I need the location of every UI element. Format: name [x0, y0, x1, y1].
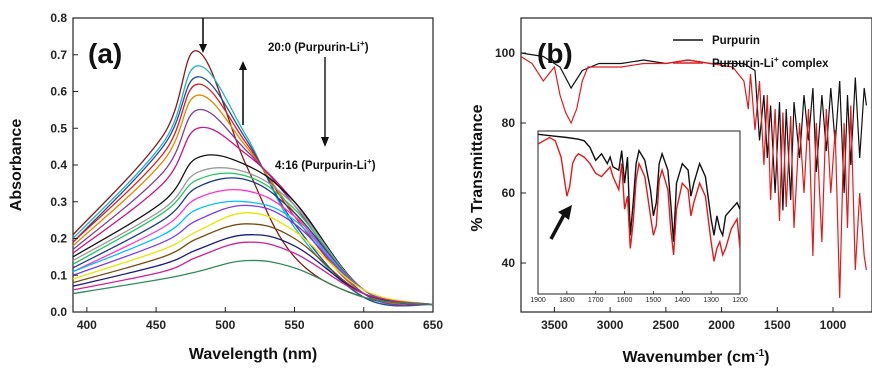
panel-a-annotation-top: 20:0 (Purpurin-Li+): [268, 39, 369, 54]
inset-series-line-purpurin-li-complex: [538, 136, 740, 262]
panel-a-series-line-8: [72, 154, 434, 306]
inset-x-tick-label: 1300: [703, 297, 719, 304]
panel-b-x-tick-label: 1500: [764, 318, 791, 332]
legend-item-purpurin-li-complex: Purpurin-Li+ complex: [673, 55, 829, 70]
panel-a-arrow-down-top: [199, 18, 207, 53]
panel-a-y-tick-label: 0.4: [50, 158, 67, 172]
panel-a-x-tick-label: 450: [146, 318, 166, 332]
panel-a-series-line-13: [72, 200, 434, 306]
panel-b-plot-frame: [520, 17, 872, 313]
inset-frame: [537, 130, 741, 295]
panel-a-x-ticks: 400 450 500 550 600 650: [77, 307, 443, 332]
panel-b-series-line-purpurin-li-complex: [521, 55, 867, 299]
panel-a-y-tick-label: 0.0: [50, 305, 67, 319]
legend-item-purpurin: Purpurin: [673, 35, 760, 47]
panel-a-x-tick-label: 600: [354, 318, 374, 332]
inset-x-tick-label: 1800: [559, 297, 575, 304]
panel-b-x-tick-label: 2000: [708, 318, 735, 332]
panel-a-y-tick-label: 0.6: [50, 85, 67, 99]
panel-a-arrow-down-annot: [321, 57, 329, 147]
panel-a-y-tick-label: 0.2: [50, 232, 67, 246]
panel-a-annotation-bottom: 4:16 (Purpurin-Li+): [275, 157, 376, 172]
panel-a-series-group: [72, 50, 434, 307]
panel-a-series-line-6: [72, 109, 434, 306]
panel-a-x-axis-title: Wavelength (nm): [189, 346, 317, 363]
inset-x-tick-label: 1600: [617, 297, 633, 304]
panel-a-y-ticks: 0.0 0.1 0.2 0.3 0.4 0.5 0.6 0.7 0.8: [50, 11, 78, 319]
panel-a-series-line-17: [72, 234, 434, 306]
inset-x-tick-label: 1900: [530, 297, 546, 304]
inset-x-tick-label: 1500: [646, 297, 662, 304]
panel-b-x-axis-title: Wavenumber (cm-1): [622, 348, 769, 366]
panel-a-absorbance-chart: 400 450 500 550 600 650 0.0 0.1 0.2 0.3 0.4 0.5 0.6…: [8, 11, 443, 363]
panel-a-series-line-18: [72, 241, 434, 306]
panel-b-x-tick-label: 3000: [597, 318, 624, 332]
inset-x-ticks: 1900 1800 1700 1600 1500 1400 1300 1200: [530, 291, 748, 304]
inset-x-tick-label: 1400: [674, 297, 690, 304]
panel-a-x-tick-label: 400: [77, 318, 97, 332]
panel-a-series-line-14: [72, 204, 434, 306]
panel-b-legend: Purpurin Purpurin-Li+ complex: [673, 35, 829, 70]
inset-series-group: [538, 133, 740, 262]
panel-a-y-tick-label: 0.5: [50, 121, 67, 135]
panel-b-x-tick-label: 2500: [653, 318, 680, 332]
panel-b-x-tick-label: 3500: [541, 318, 568, 332]
panel-b-x-tick-label: 1000: [820, 318, 847, 332]
svg-text:Purpurin: Purpurin: [712, 35, 760, 47]
inset-arrow: [549, 205, 572, 240]
panel-a-series-line-15: [72, 212, 434, 306]
panel-a-series-line-1: [72, 50, 434, 306]
panel-a-series-line-3: [72, 76, 434, 307]
panel-a-series-line-2: [72, 65, 434, 307]
inset-series-line-purpurin: [538, 133, 740, 242]
panel-a-series-line-19: [72, 259, 434, 306]
panel-b-y-tick-label: 80: [502, 116, 516, 130]
panel-a-arrow-up: [239, 61, 247, 125]
panel-b-y-tick-label: 60: [502, 186, 516, 200]
panel-a-y-axis-title: Absorbance: [8, 119, 25, 212]
panel-a-series-line-16: [72, 223, 434, 306]
panel-a-label: (a): [88, 38, 122, 69]
panel-a-x-tick-label: 550: [285, 318, 305, 332]
panel-a-y-tick-label: 0.8: [50, 11, 67, 25]
panel-a-x-tick-label: 500: [215, 318, 235, 332]
inset-x-tick-label: 1200: [732, 297, 748, 304]
panel-a-y-tick-label: 0.1: [50, 268, 67, 282]
panel-b-series-group: [521, 52, 867, 299]
panel-b-y-ticks: 40 60 80 100: [495, 46, 526, 270]
panel-a-series-line-4: [72, 83, 434, 306]
svg-text:Purpurin-Li+ complex: Purpurin-Li+ complex: [712, 55, 829, 70]
inset-x-tick-label: 1700: [588, 297, 604, 304]
panel-a-y-tick-label: 0.3: [50, 195, 67, 209]
panel-b-label: (b): [537, 38, 573, 69]
panel-b-y-axis-title: % Transmittance: [469, 104, 486, 231]
panel-b-y-tick-label: 100: [495, 46, 515, 60]
panel-a-y-tick-label: 0.7: [50, 48, 67, 62]
panel-a-x-tick-label: 650: [423, 318, 443, 332]
panel-b-y-tick-label: 40: [502, 256, 516, 270]
panel-b-inset: 1900 1800 1700 1600 1500 1400 1300 1200: [530, 130, 748, 304]
panel-b-x-ticks: 3500 3000 2500 2000 1500 1000: [541, 307, 847, 332]
panel-a-series-line-12: [72, 188, 434, 306]
